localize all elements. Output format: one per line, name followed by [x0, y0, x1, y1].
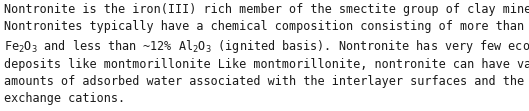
Text: Nontronite is the iron(III) rich member of the smectite group of clay minerals.
: Nontronite is the iron(III) rich member …	[4, 3, 529, 105]
